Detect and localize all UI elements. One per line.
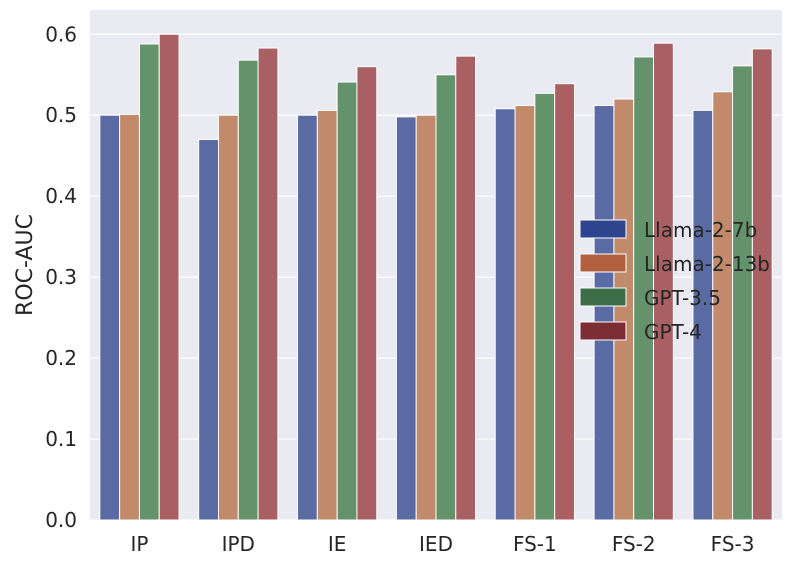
y-tick-label: 0.0 xyxy=(45,508,77,532)
bar-gpt-4-ip xyxy=(158,33,180,521)
legend-swatch xyxy=(579,321,627,341)
y-tick-label: 0.5 xyxy=(45,103,77,127)
y-tick-label: 0.6 xyxy=(45,22,77,46)
bar-llama-2-13b-ied xyxy=(415,114,437,521)
x-tick-label: IED xyxy=(419,532,453,556)
bar-gpt-4-ied xyxy=(455,55,477,521)
y-tick-label: 0.1 xyxy=(45,427,77,451)
y-tick-labels: 0.0 0.1 0.2 0.3 0.4 0.5 0.6 xyxy=(45,22,77,532)
bar-gpt-4-ie xyxy=(356,66,378,521)
y-tick-label: 0.2 xyxy=(45,346,77,370)
bar-llama-2-7b-fs-1 xyxy=(494,108,516,521)
x-tick-label: FS-1 xyxy=(513,532,557,556)
legend-swatch xyxy=(579,253,627,273)
bar-llama-2-13b-ie xyxy=(316,109,338,521)
y-tick-label: 0.3 xyxy=(45,265,77,289)
bar-gpt-4-ipd xyxy=(257,47,279,521)
bar-llama-2-7b-ie xyxy=(297,114,318,521)
legend: Llama-2-7b Llama-2-13b GPT-3.5 GPT-4 xyxy=(579,218,770,344)
bar-gpt-3-5-ip xyxy=(138,43,160,521)
x-tick-label: FS-3 xyxy=(711,532,755,556)
legend-label: GPT-4 xyxy=(644,320,702,344)
bars xyxy=(99,33,773,521)
bar-llama-2-7b-ipd xyxy=(198,139,219,521)
y-axis-title: ROC-AUC xyxy=(13,214,38,316)
legend-swatch xyxy=(579,219,627,239)
bar-gpt-3-5-fs-3 xyxy=(732,65,753,521)
bar-llama-2-13b-fs-2 xyxy=(613,98,635,521)
bar-llama-2-7b-ied xyxy=(395,116,417,521)
x-tick-labels: IP IPD IE IED FS-1 FS-2 FS-3 xyxy=(130,532,754,556)
bar-gpt-4-fs-1 xyxy=(554,83,575,521)
legend-label: Llama-2-7b xyxy=(644,218,757,242)
bar-gpt-3-5-ie xyxy=(336,81,358,521)
x-tick-label: IP xyxy=(130,532,148,556)
bar-gpt-4-fs-3 xyxy=(751,48,773,521)
y-tick-label: 0.4 xyxy=(45,184,77,208)
bar-gpt-3-5-ied xyxy=(435,74,457,521)
bar-llama-2-7b-fs-3 xyxy=(692,109,714,521)
legend-label: Llama-2-13b xyxy=(644,252,770,276)
bar-gpt-3-5-fs-1 xyxy=(534,92,556,521)
legend-swatch xyxy=(579,287,627,307)
x-tick-label: IPD xyxy=(222,532,255,556)
bar-llama-2-7b-ip xyxy=(99,114,121,521)
bar-llama-2-13b-ipd xyxy=(217,114,239,521)
bar-gpt-4-fs-2 xyxy=(653,42,674,521)
x-tick-label: FS-2 xyxy=(612,532,656,556)
x-tick-label: IE xyxy=(328,532,347,556)
legend-label: GPT-3.5 xyxy=(644,286,721,310)
bar-llama-2-7b-fs-2 xyxy=(593,105,615,521)
bar-llama-2-13b-fs-1 xyxy=(514,105,536,521)
bar-llama-2-13b-ip xyxy=(119,113,140,521)
bar-gpt-3-5-ipd xyxy=(237,59,259,521)
